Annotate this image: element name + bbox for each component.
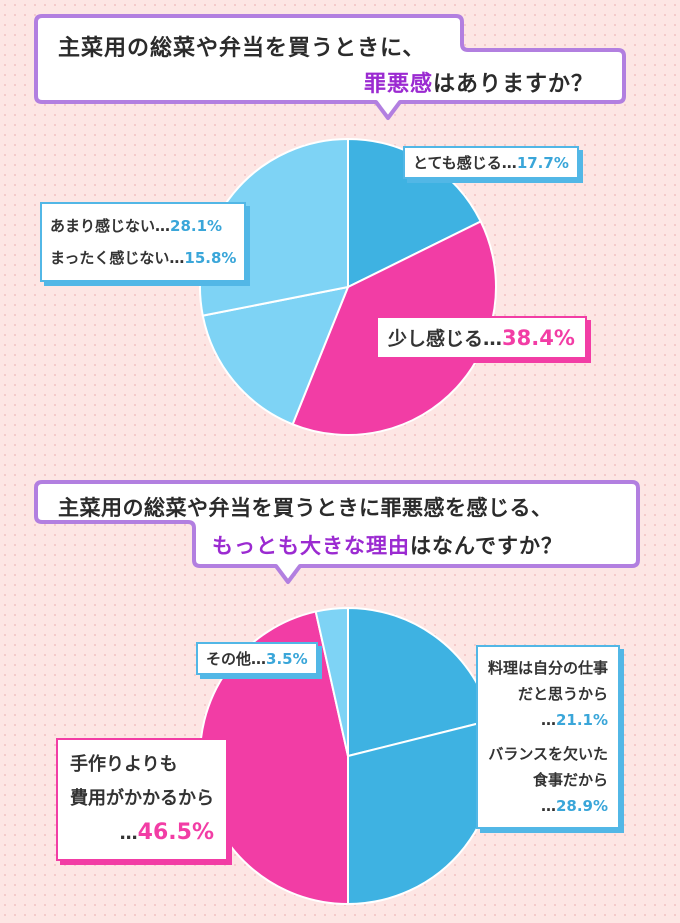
label-not-at-all: まったく感じない…15.8% (50, 242, 236, 274)
label-very-text: とても感じる… (413, 154, 517, 172)
label-reasons-group: 料理は自分の仕事 だと思うから …21.1% バランスを欠いた 食事だから …2… (476, 645, 621, 829)
label-cost-pct-line: …46.5% (70, 816, 214, 851)
question2-bubble (34, 480, 640, 584)
question1-line1: 主菜用の総菜や弁当を買うときに、 (58, 30, 425, 62)
label-little-text: 少し感じる… (388, 328, 503, 350)
label-other-pct: 3.5% (266, 650, 308, 668)
label-little: 少し感じる…38.4% (376, 316, 587, 359)
label-other: その他…3.5% (196, 642, 318, 675)
question2-line1: 主菜用の総菜や弁当を買うときに罪悪感を感じる、 (58, 492, 553, 522)
question2-line2: もっとも大きな理由はなんですか？ (212, 530, 563, 560)
label-balance-ellipsis: … (540, 797, 556, 815)
label-balance-pct-line: …28.9% (488, 793, 608, 819)
question1-line1-text: 主菜用の総菜や弁当を買うときに、 (58, 36, 426, 61)
label-cooking-line1: 料理は自分の仕事 (488, 659, 609, 677)
label-cooking-pct-line: …21.1% (488, 707, 608, 733)
pie-chart-guilt (199, 137, 497, 436)
label-cooking-ellipsis: … (540, 711, 556, 729)
question2-accent: もっとも大きな理由 (212, 534, 410, 558)
pie-chart-reason (199, 606, 497, 906)
label-other-text: その他… (206, 650, 267, 668)
label-not-much-text: あまり感じない… (50, 217, 171, 235)
label-cost-line1: 手作りよりも (70, 754, 178, 775)
label-not-much: あまり感じない…28.1% (50, 210, 236, 242)
pie-slice-4 (314, 606, 349, 757)
label-balance-pct: 28.9% (555, 797, 609, 815)
label-not-at-all-text: まったく感じない… (50, 249, 185, 267)
label-balance-line1: バランスを欠いた (488, 745, 609, 763)
label-very: とても感じる…17.7% (403, 146, 579, 179)
label-cost-line2: 費用がかかるから (70, 788, 214, 809)
label-little-pct: 38.4% (502, 326, 575, 350)
label-balance-line2: 食事だから (533, 771, 609, 789)
question2-line1-text: 主菜用の総菜や弁当を買うときに罪悪感を感じる、 (58, 496, 553, 520)
label-not-much-group: あまり感じない…28.1% まったく感じない…15.8% (40, 202, 247, 282)
label-cost-pct: 46.5% (137, 820, 214, 845)
label-cost-group: 手作りよりも 費用がかかるから …46.5% (56, 738, 228, 861)
question1-line2: 罪悪感はありますか？ (364, 66, 594, 98)
label-very-pct: 17.7% (516, 154, 569, 172)
pie-slice-3 (201, 285, 350, 426)
question2-rest: はなんですか？ (410, 534, 563, 558)
label-not-much-pct: 28.1% (170, 217, 223, 235)
label-spacer (488, 733, 608, 741)
question1-rest: はありますか？ (433, 72, 595, 97)
question1-accent: 罪悪感 (364, 72, 434, 97)
label-cost-ellipsis: … (119, 823, 138, 844)
label-not-at-all-pct: 15.8% (184, 249, 237, 267)
label-cooking-pct: 21.1% (555, 711, 609, 729)
label-cooking-line2: だと思うから (518, 685, 609, 703)
question1-bubble (34, 14, 626, 120)
